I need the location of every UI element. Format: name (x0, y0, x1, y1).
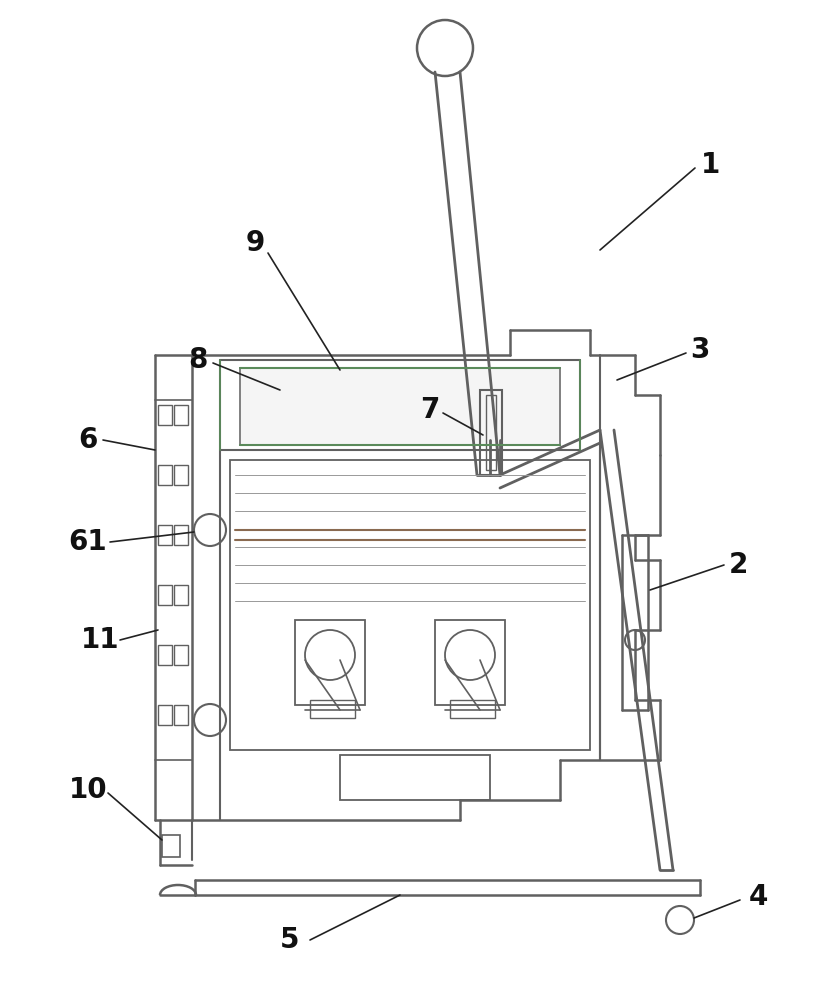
Bar (174, 465, 188, 485)
Text: 4: 4 (748, 883, 767, 911)
Text: 5: 5 (280, 926, 300, 954)
Bar (310, 700, 355, 718)
Bar (158, 705, 172, 725)
Text: 1: 1 (700, 151, 720, 179)
Bar (486, 395, 496, 470)
Text: 6: 6 (78, 426, 98, 454)
Bar (174, 405, 188, 425)
Text: 61: 61 (68, 528, 107, 556)
Bar (174, 525, 188, 545)
Bar (174, 645, 188, 665)
Bar (158, 645, 172, 665)
Text: 2: 2 (728, 551, 748, 579)
Bar (158, 405, 172, 425)
Bar (174, 705, 188, 725)
Bar (340, 755, 490, 800)
Bar (450, 700, 495, 718)
Bar (158, 465, 172, 485)
Bar (480, 390, 502, 475)
Text: 7: 7 (420, 396, 440, 424)
Bar (230, 460, 590, 750)
Text: 8: 8 (189, 346, 207, 374)
Bar (158, 585, 172, 605)
Text: 3: 3 (690, 336, 710, 364)
Bar (435, 620, 505, 705)
Bar (240, 368, 560, 445)
Text: 11: 11 (80, 626, 120, 654)
Bar (158, 525, 172, 545)
Text: 9: 9 (246, 229, 264, 257)
Bar (174, 585, 188, 605)
Bar (295, 620, 365, 705)
Text: 10: 10 (68, 776, 107, 804)
Bar (162, 835, 180, 857)
